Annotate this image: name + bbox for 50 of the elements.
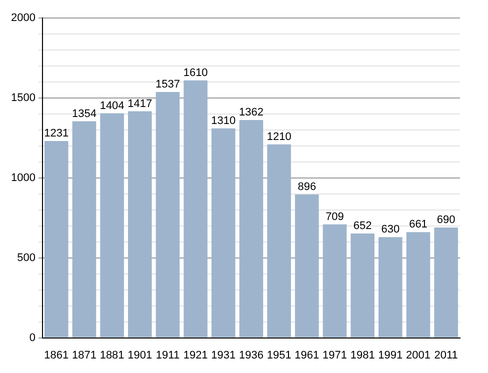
data-label: 690 [436, 214, 456, 226]
x-tick-label: 2001 [406, 349, 430, 362]
data-label: 1610 [183, 66, 208, 79]
bar [295, 194, 319, 338]
data-label: 896 [298, 181, 316, 194]
data-label: 661 [409, 218, 428, 231]
bar [406, 232, 430, 338]
x-tick-label: 2011 [434, 349, 458, 362]
x-tick-label: 1881 [100, 349, 124, 362]
bar [239, 120, 264, 338]
bar [72, 121, 96, 338]
x-tick-label: 1871 [72, 349, 96, 362]
bar [100, 113, 124, 338]
x-tick-label: 1991 [378, 349, 403, 362]
x-tick-label: 1931 [211, 349, 236, 362]
x-tick-label: 1901 [128, 349, 152, 362]
y-tick-label: 0 [29, 332, 36, 344]
x-tick-label: 1971 [322, 349, 347, 362]
data-label: 709 [326, 210, 344, 223]
bar [184, 80, 208, 338]
bar [44, 140, 68, 338]
data-label: 1231 [44, 127, 69, 140]
bar [128, 111, 152, 338]
data-label: 1354 [72, 108, 96, 120]
data-label: 1417 [128, 98, 152, 110]
data-label: 652 [353, 220, 372, 232]
y-tick-label: 500 [17, 252, 36, 264]
bar [212, 128, 236, 338]
bar [267, 144, 291, 338]
x-tick-label: 1911 [156, 349, 180, 362]
y-tick-label: 1500 [10, 92, 36, 104]
bar [156, 92, 180, 338]
x-tick-label: 1961 [294, 349, 320, 362]
y-tick-label: 1000 [10, 172, 36, 184]
data-label: 630 [381, 224, 400, 236]
y-tick-label: 2000 [10, 12, 36, 24]
bar [378, 237, 402, 338]
bar [434, 227, 458, 338]
x-tick-label: 1951 [266, 349, 292, 362]
data-label: 1404 [100, 100, 124, 112]
x-tick-label: 1981 [350, 349, 375, 362]
x-tick-label: 1921 [183, 349, 208, 362]
bar [350, 234, 374, 338]
data-label: 1537 [155, 78, 180, 91]
x-tick-label: 1936 [238, 349, 264, 362]
data-label: 1362 [238, 106, 264, 119]
bar [322, 224, 347, 338]
x-tick-label: 1861 [44, 349, 69, 362]
data-label: 1210 [266, 130, 292, 143]
data-label: 1310 [211, 114, 236, 127]
